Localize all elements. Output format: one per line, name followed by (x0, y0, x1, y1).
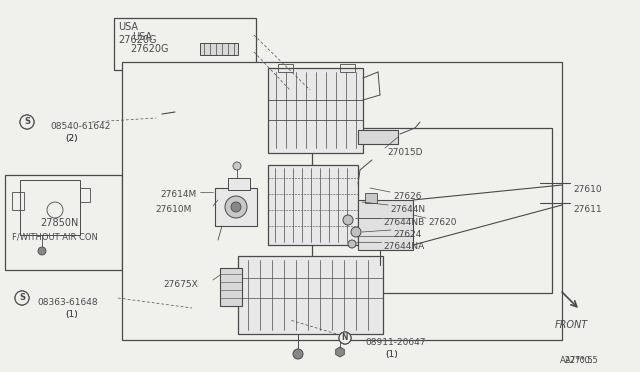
Circle shape (339, 332, 351, 344)
Bar (268, 165, 358, 245)
Text: USA: USA (118, 22, 138, 32)
Circle shape (15, 291, 29, 305)
Text: 27850N: 27850N (40, 218, 78, 228)
Circle shape (351, 227, 361, 237)
Text: 27610: 27610 (573, 185, 602, 194)
Text: 08363-61648: 08363-61648 (37, 298, 98, 307)
Circle shape (343, 215, 353, 225)
Text: S: S (24, 118, 30, 126)
Ellipse shape (347, 200, 357, 212)
Circle shape (15, 291, 29, 305)
Bar (312, 128, 552, 293)
Bar (80, 188, 90, 202)
Text: 27644NA: 27644NA (383, 242, 424, 251)
Bar (278, 64, 293, 72)
Ellipse shape (352, 184, 364, 200)
Text: (1): (1) (65, 310, 77, 319)
Text: (2): (2) (65, 134, 77, 143)
Text: USA: USA (132, 32, 152, 42)
Text: N: N (342, 334, 348, 343)
Text: FRONT: FRONT (555, 320, 588, 330)
Text: 27620G: 27620G (130, 44, 168, 54)
Bar (358, 130, 398, 144)
Ellipse shape (197, 43, 203, 55)
Circle shape (293, 349, 303, 359)
Bar (122, 62, 562, 340)
Bar (340, 64, 355, 72)
Text: (1): (1) (385, 350, 397, 359)
Text: 27675X: 27675X (163, 280, 198, 289)
Text: A27*0.5: A27*0.5 (560, 356, 594, 365)
Circle shape (231, 202, 241, 212)
Text: 27611: 27611 (573, 205, 602, 214)
Ellipse shape (165, 109, 171, 117)
Text: 27624: 27624 (393, 230, 421, 239)
Text: 08540-61642: 08540-61642 (50, 122, 110, 131)
Ellipse shape (235, 43, 241, 55)
Circle shape (348, 240, 356, 248)
Circle shape (38, 247, 46, 255)
Text: (1): (1) (65, 310, 77, 319)
Text: S: S (19, 294, 25, 302)
Circle shape (233, 162, 241, 170)
Ellipse shape (214, 240, 220, 247)
Bar (268, 68, 363, 153)
Circle shape (20, 115, 34, 129)
Text: (2): (2) (65, 134, 77, 143)
Text: 27620: 27620 (428, 218, 456, 227)
Text: 27610M: 27610M (155, 205, 191, 214)
Bar (5, 175, 122, 270)
Text: 27644NB: 27644NB (383, 218, 424, 227)
Bar (215, 188, 257, 226)
Bar (358, 200, 413, 250)
Bar (220, 268, 242, 306)
Text: 27626: 27626 (393, 192, 422, 201)
Bar (365, 193, 377, 203)
Text: 27614M: 27614M (160, 190, 196, 199)
Circle shape (339, 332, 351, 344)
Text: 27644N: 27644N (390, 205, 425, 214)
Bar (238, 256, 383, 334)
Bar (228, 178, 250, 190)
Text: N: N (342, 334, 348, 343)
Bar (12, 192, 24, 210)
Text: 08911-20647: 08911-20647 (365, 338, 426, 347)
Text: A27*0.5: A27*0.5 (565, 356, 599, 365)
Text: S: S (24, 118, 30, 126)
Text: F/WITHOUT AIR CON: F/WITHOUT AIR CON (12, 232, 98, 241)
Bar (200, 43, 238, 55)
Bar (20, 180, 80, 235)
Circle shape (20, 115, 34, 129)
Text: 27015D: 27015D (387, 148, 422, 157)
Circle shape (225, 196, 247, 218)
Text: S: S (19, 294, 25, 302)
Text: (1): (1) (385, 350, 397, 359)
Ellipse shape (186, 305, 193, 311)
Text: 27620G: 27620G (118, 35, 157, 45)
Bar (114, 18, 256, 70)
Ellipse shape (395, 130, 405, 144)
